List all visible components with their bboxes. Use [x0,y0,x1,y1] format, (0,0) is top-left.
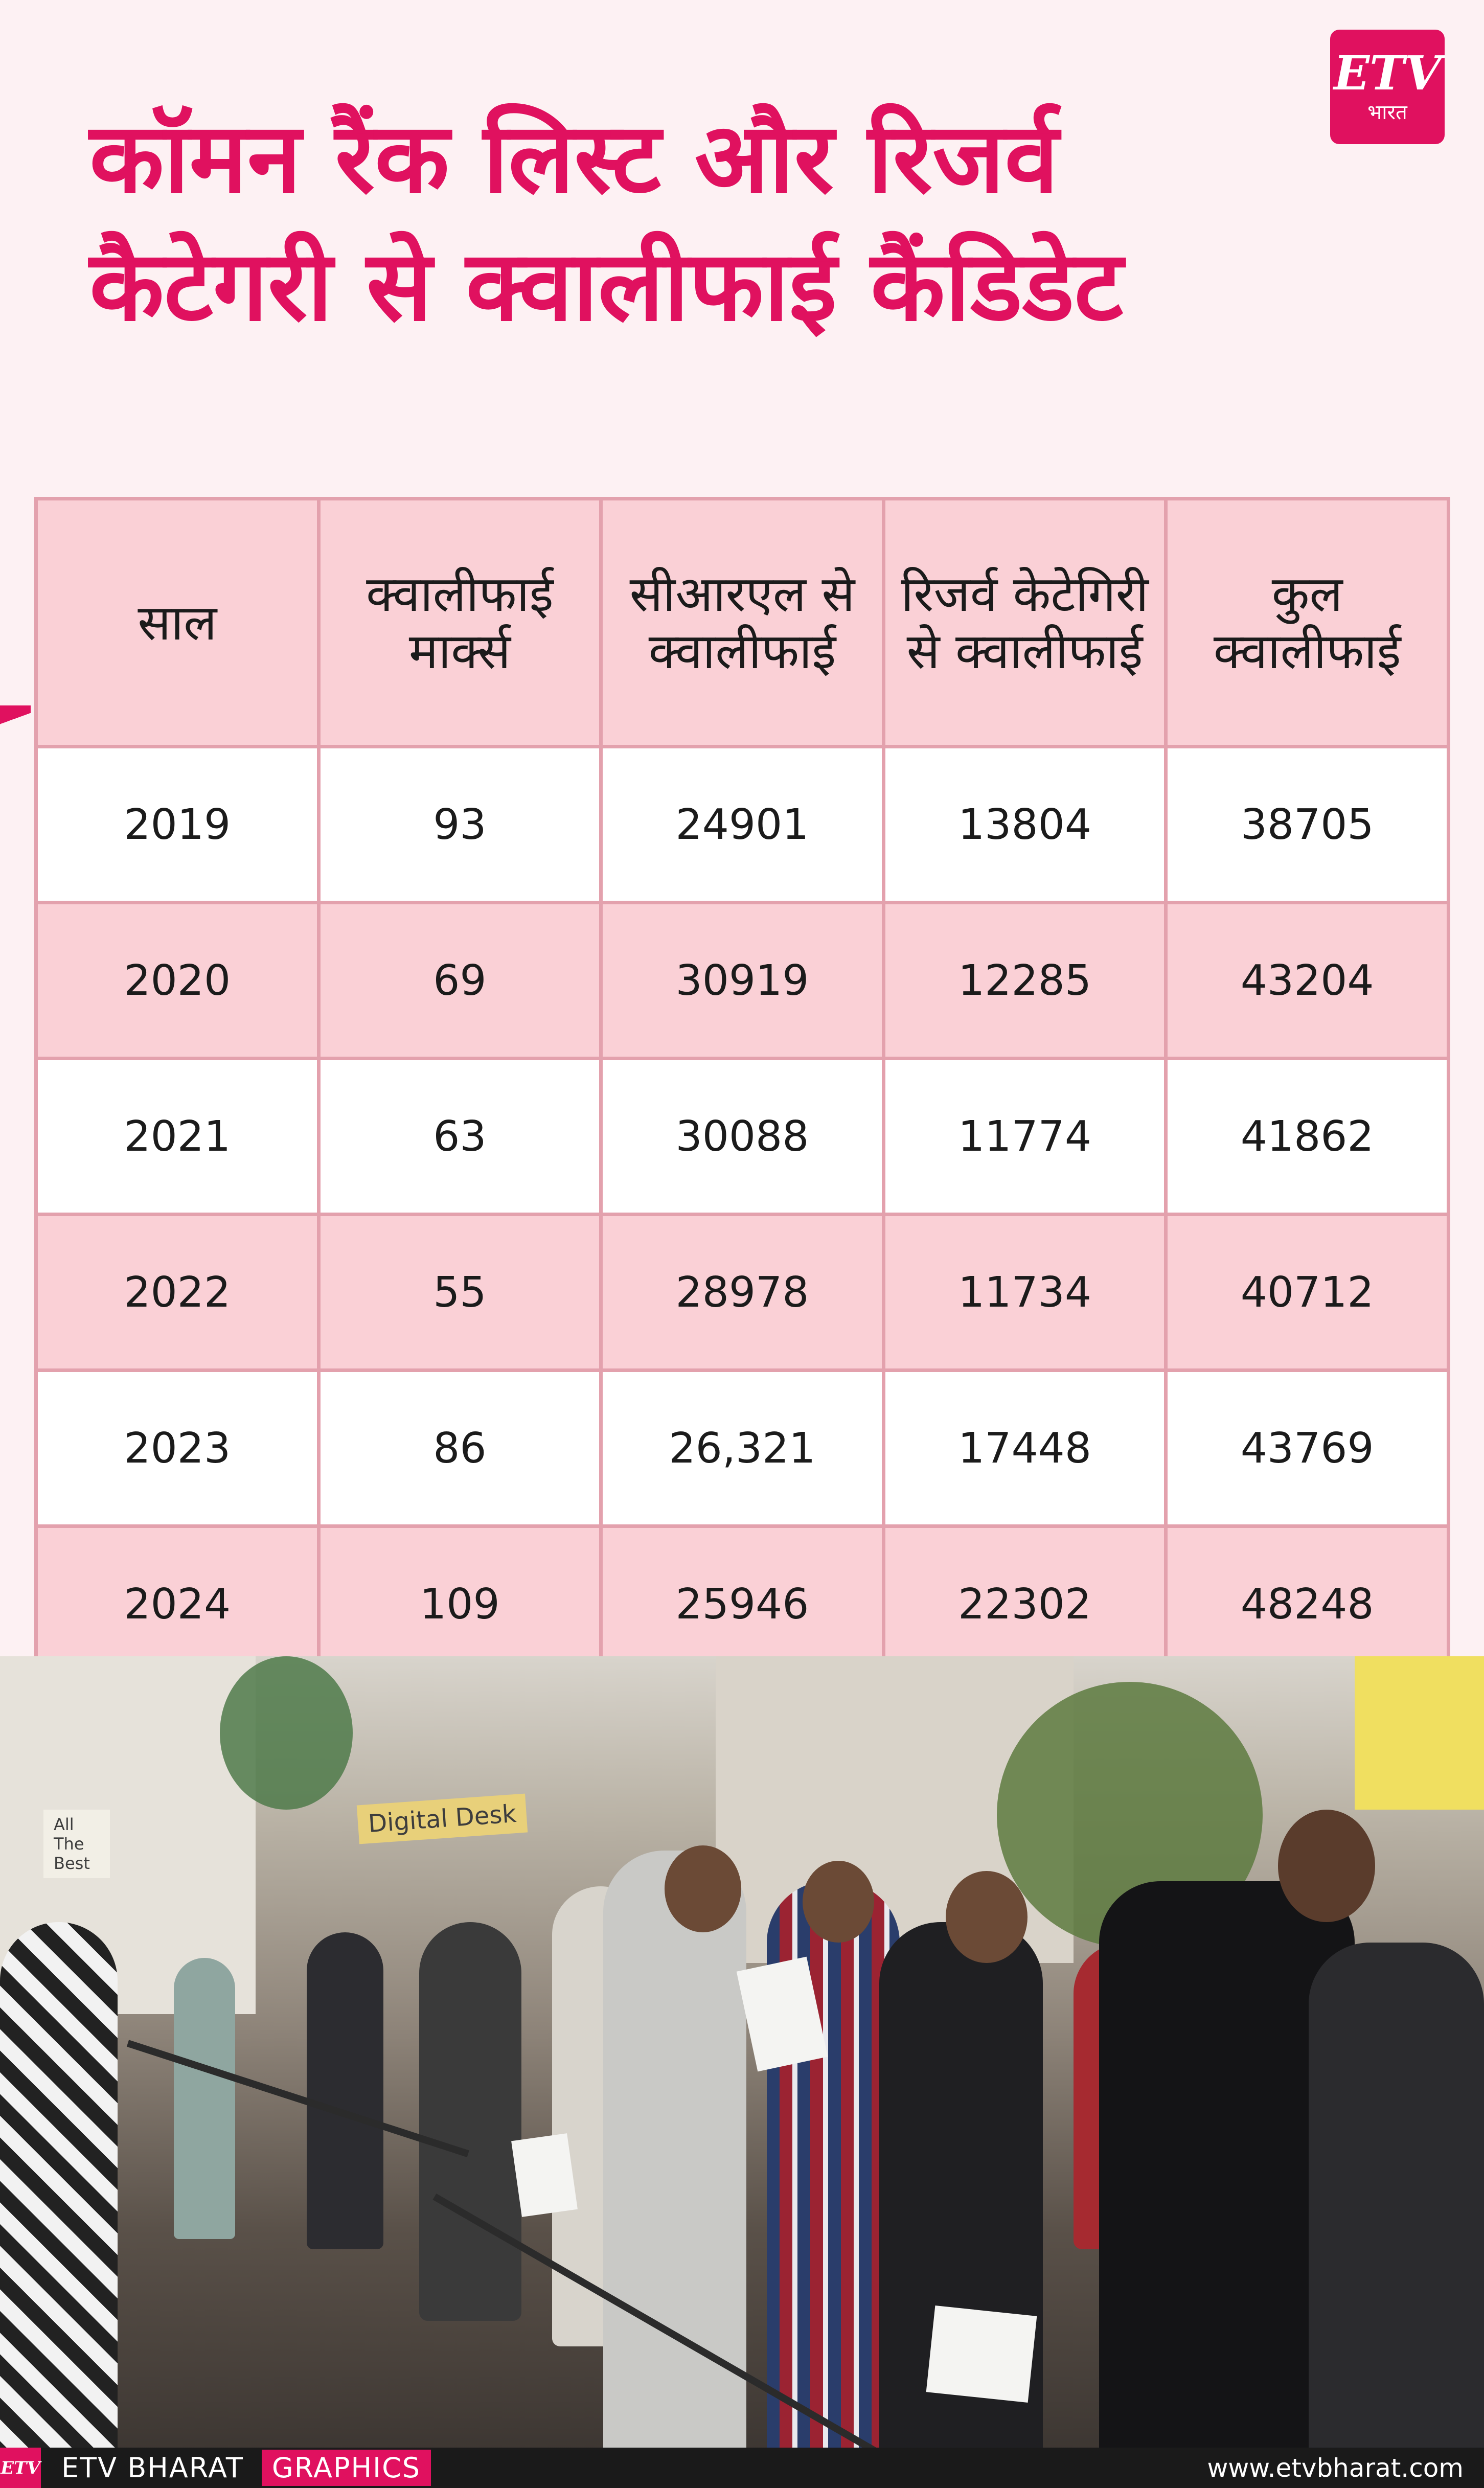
title-line-1: कॉमन रैंक लिस्ट और रिजर्व [89,102,1059,215]
table-cell: 55 [316,1213,603,1372]
table-row: 2022 55 28978 11734 40712 [34,1213,1450,1372]
table-cell: 2023 [34,1368,321,1528]
person-figure [0,1922,118,2474]
table-cell: 86 [316,1368,603,1528]
column-header: रिजर्व केटेगिरी से क्वालीफाई [881,497,1168,748]
table-cell: 26,321 [599,1368,885,1528]
table-cell: 2019 [34,745,321,904]
person-figure [174,1958,235,2239]
table-cell: 11734 [881,1213,1168,1372]
paper-document [511,2133,578,2217]
table-cell: 28978 [599,1213,885,1372]
decorative-stripe [0,705,31,757]
footer-brand: ETV BHARAT [61,2452,244,2484]
header: कॉमन रैंक लिस्ट और रिजर्व कैटेगरी से क्व… [0,0,1484,757]
table-cell: 43204 [1164,901,1450,1060]
column-header: क्वालीफाई मार्क्स [316,497,603,748]
title-line-2: कैटेगरी से क्वालीफाई कैंडिडेट [89,230,1124,343]
etv-bharat-logo: ETV भारत [1330,30,1445,144]
table-cell: 13804 [881,745,1168,904]
footer-url[interactable]: www.etvbharat.com [1207,2453,1464,2483]
footer-bar: ETV ETV BHARAT GRAPHICS www.etvbharat.co… [0,2448,1484,2488]
column-header: कुल क्वालीफाई [1164,497,1450,748]
footer-graphics-tag: GRAPHICS [261,2450,431,2486]
page-title: कॉमन रैंक लिस्ट और रिजर्व कैटेगरी से क्व… [89,95,1265,350]
best-board: All The Best [43,1810,110,1878]
person-figure [1309,1943,1484,2474]
table-cell: 40712 [1164,1213,1450,1372]
table-cell: 38705 [1164,745,1450,904]
person-figure [419,1922,521,2321]
table-header-row: साल क्वालीफाई मार्क्स सीआरएल से क्वालीफा… [34,497,1450,748]
queue-photo: Digital Desk All The Best [0,1656,1484,2474]
head-shape [803,1861,874,1943]
table-cell: 2020 [34,901,321,1060]
head-shape [1278,1810,1375,1922]
table-row: 2020 69 30919 12285 43204 [34,901,1450,1060]
person-figure [307,1932,383,2249]
table-cell: 17448 [881,1368,1168,1528]
table-cell: 11774 [881,1057,1168,1216]
table-cell: 12285 [881,901,1168,1060]
logo-etv-text: ETV [1334,45,1441,101]
table-cell: 63 [316,1057,603,1216]
head-shape [665,1845,741,1932]
table-cell: 30919 [599,901,885,1060]
column-header: सीआरएल से क्वालीफाई [599,497,885,748]
paper-document [926,2306,1037,2403]
yellow-hoarding [1355,1656,1484,1810]
table-cell: 30088 [599,1057,885,1216]
table-row: 2019 93 24901 13804 38705 [34,745,1450,904]
qualified-candidates-table: साल क्वालीफाई मार्क्स सीआरएल से क्वालीफा… [34,497,1450,1684]
shop-sign: Digital Desk [356,1793,528,1844]
table-cell: 93 [316,745,603,904]
tree-shape [220,1656,353,1810]
table-cell: 41862 [1164,1057,1450,1216]
table-row: 2021 63 30088 11774 41862 [34,1057,1450,1216]
column-header: साल [34,497,321,748]
table-row: 2023 86 26,321 17448 43769 [34,1368,1450,1528]
table-cell: 43769 [1164,1368,1450,1528]
footer-logo: ETV [0,2448,41,2488]
table-cell: 69 [316,901,603,1060]
logo-bharat-text: भारत [1367,101,1407,124]
table-cell: 2021 [34,1057,321,1216]
data-table-container: साल क्वालीफाई मार्क्स सीआरएल से क्वालीफा… [34,497,1450,1684]
table-cell: 2022 [34,1213,321,1372]
person-figure [603,1851,746,2474]
table-cell: 24901 [599,745,885,904]
head-shape [946,1871,1028,1963]
